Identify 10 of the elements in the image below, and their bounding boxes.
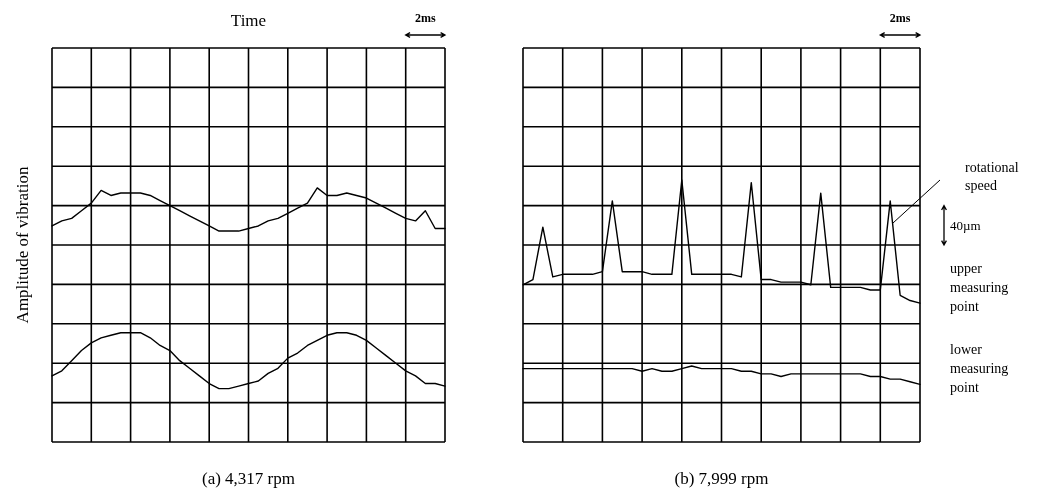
text: rotational speed <box>965 160 1019 193</box>
text: (a) 4,317 rpm <box>201 469 296 488</box>
text: (b) 7,999 rpm <box>674 469 769 488</box>
text: 2ms <box>889 11 911 25</box>
x-axis-title: Time <box>230 11 267 30</box>
legend-label: upper measuring point <box>950 261 1009 315</box>
text: 2ms <box>415 11 437 25</box>
text: lower measuring point <box>950 342 1009 396</box>
text: 40µm <box>950 218 981 234</box>
y-axis-title: Amplitude of vibration <box>13 166 32 324</box>
